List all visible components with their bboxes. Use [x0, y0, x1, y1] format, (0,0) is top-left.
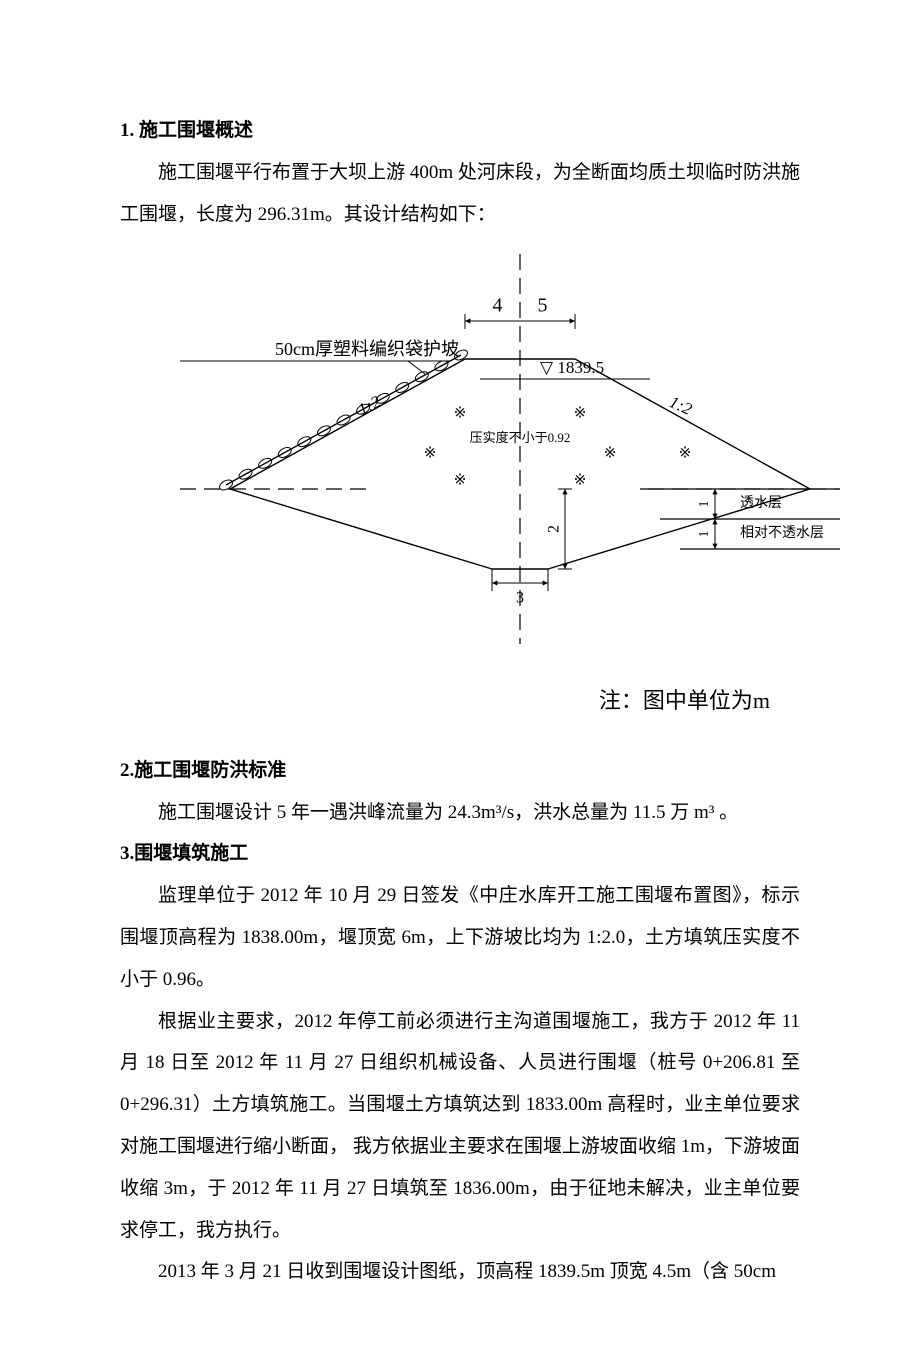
section-1-paragraph-1: 施工围堰平行布置于大坝上游 400m 处河床段，为全断面均质土坝临时防洪施工围堰… [120, 152, 800, 236]
svg-text:相对不透水层: 相对不透水层 [740, 526, 824, 542]
cofferdam-diagram: 4550cm厚塑料编织袋护坡▽ 1839.51:21:2压实度不小于0.92※※… [120, 249, 800, 725]
svg-text:※: ※ [604, 446, 617, 462]
svg-text:5: 5 [538, 295, 548, 317]
svg-text:1:2: 1:2 [355, 392, 384, 420]
svg-text:※: ※ [424, 446, 437, 462]
svg-text:2: 2 [546, 525, 563, 533]
svg-text:※: ※ [454, 406, 467, 422]
svg-text:※: ※ [679, 446, 692, 462]
section-2-paragraph-1: 施工围堰设计 5 年一遇洪峰流量为 24.3m³/s，洪水总量为 11.5 万 … [120, 792, 800, 834]
section-3-paragraph-1: 监理单位于 2012 年 10 月 29 日签发《中庄水库开工施工围堰布置图》，… [120, 875, 800, 1000]
svg-text:压实度不小于0.92: 压实度不小于0.92 [470, 430, 571, 445]
section-3-paragraph-2: 根据业主要求，2012 年停工前必须进行主沟道围堰施工，我方于 2012 年 1… [120, 1001, 800, 1252]
diagram-note: 注：图中单位为m [120, 677, 770, 725]
document-page: 1. 施工围堰概述 施工围堰平行布置于大坝上游 400m 处河床段，为全断面均质… [0, 0, 920, 1353]
svg-text:50cm厚塑料编织袋护坡: 50cm厚塑料编织袋护坡 [275, 340, 459, 360]
section-1-heading: 1. 施工围堰概述 [120, 110, 800, 152]
cofferdam-svg: 4550cm厚塑料编织袋护坡▽ 1839.51:21:2压实度不小于0.92※※… [120, 249, 840, 669]
svg-text:1: 1 [697, 531, 712, 538]
svg-text:※: ※ [454, 473, 467, 489]
svg-text:4: 4 [493, 295, 503, 317]
svg-text:※: ※ [574, 406, 587, 422]
svg-text:3: 3 [516, 590, 524, 607]
section-3-paragraph-3: 2013 年 3 月 21 日收到围堰设计图纸，顶高程 1839.5m 顶宽 4… [120, 1251, 800, 1293]
section-3-heading: 3.围堰填筑施工 [120, 833, 800, 875]
svg-text:▽ 1839.5: ▽ 1839.5 [540, 358, 604, 377]
svg-text:1:2: 1:2 [666, 393, 695, 420]
svg-text:透水层: 透水层 [740, 496, 782, 512]
svg-text:1: 1 [697, 501, 712, 508]
svg-text:※: ※ [574, 473, 587, 489]
section-2-heading: 2.施工围堰防洪标准 [120, 750, 800, 792]
